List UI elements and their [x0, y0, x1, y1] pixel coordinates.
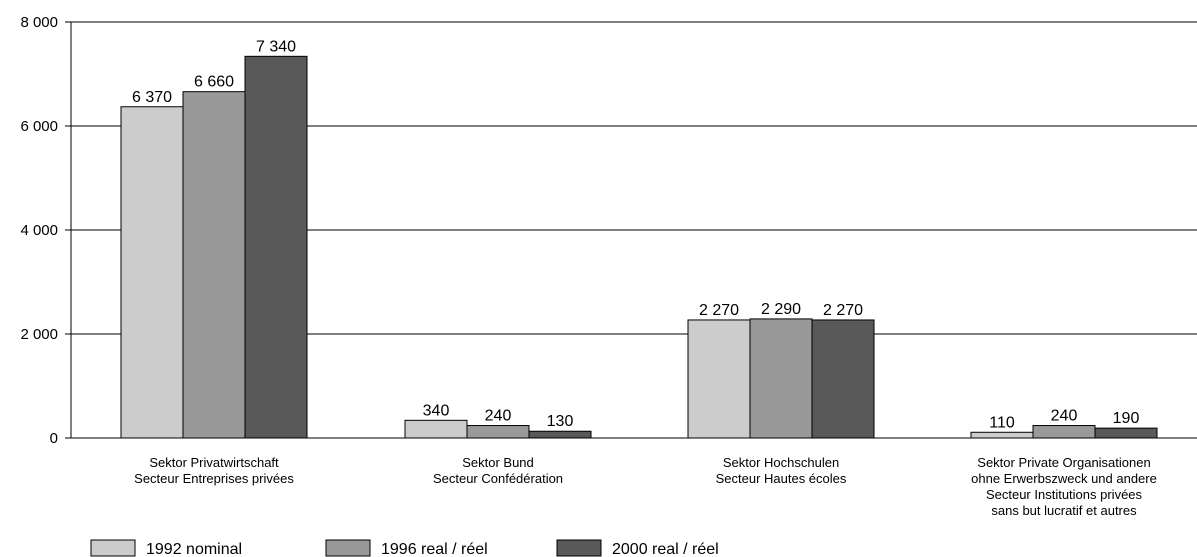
bar-value-label: 2 290: [761, 301, 801, 318]
bar-value-label: 6 660: [194, 74, 234, 91]
bar-value-label: 2 270: [699, 302, 739, 319]
category-label: Secteur Confédération: [433, 471, 563, 486]
legend-label: 1992 nominal: [146, 541, 242, 557]
bar-value-label: 240: [1051, 408, 1078, 425]
legend-label: 2000 real / réel: [612, 541, 719, 557]
bar: [749, 318, 813, 439]
bar: [811, 319, 875, 439]
bar: [404, 419, 468, 439]
bar-value-label: 7 340: [256, 38, 296, 55]
y-tick-label: 6 000: [20, 118, 58, 135]
bar-value-label: 130: [547, 413, 574, 430]
bar: [528, 430, 592, 439]
category-label: ohne Erwerbszweck und andere: [971, 471, 1157, 486]
category-label: Sektor Privatwirtschaft: [149, 455, 279, 470]
bar-value-label: 240: [485, 408, 512, 425]
legend-swatch: [325, 539, 371, 557]
bar: [970, 431, 1034, 439]
category-label: Secteur Entreprises privées: [134, 471, 294, 486]
category-label: Secteur Hautes écoles: [716, 471, 847, 486]
y-tick-label: 8 000: [20, 14, 58, 31]
bar: [1032, 425, 1096, 439]
legend: 1992 nominal 1996 real / réel 2000 real / …: [90, 539, 719, 557]
y-axis: 0 2 000 4 000 6 000 8 000: [20, 14, 72, 447]
bar: [244, 55, 308, 439]
category-label: Sektor Hochschulen: [723, 455, 839, 470]
bar-value-label: 2 270: [823, 302, 863, 319]
bar-value-label: 190: [1113, 410, 1140, 427]
category-label: Sektor Private Organisationen: [977, 455, 1150, 470]
legend-swatch: [556, 539, 602, 557]
y-tick-label: 2 000: [20, 326, 58, 343]
bar-value-label: 6 370: [132, 89, 172, 106]
legend-label: 1996 real / réel: [381, 541, 488, 557]
bar-value-label: 110: [989, 414, 1015, 431]
bar: [182, 91, 246, 439]
category-label: Secteur Institutions privées: [986, 487, 1143, 502]
bar: [466, 425, 530, 439]
y-tick-label: 0: [50, 430, 58, 447]
category-label: sans but lucratif et autres: [991, 503, 1137, 518]
legend-swatch: [90, 539, 136, 557]
y-tick-label: 4 000: [20, 222, 58, 239]
bars: 6 370 340 2 270 110 6 660 240 2 290 240 7 340 130…: [120, 38, 1158, 439]
bar: [120, 106, 184, 439]
bar: [687, 319, 751, 439]
category-label: Sektor Bund: [462, 455, 534, 470]
bar-value-label: 340: [423, 402, 450, 419]
bar: [1094, 427, 1158, 439]
